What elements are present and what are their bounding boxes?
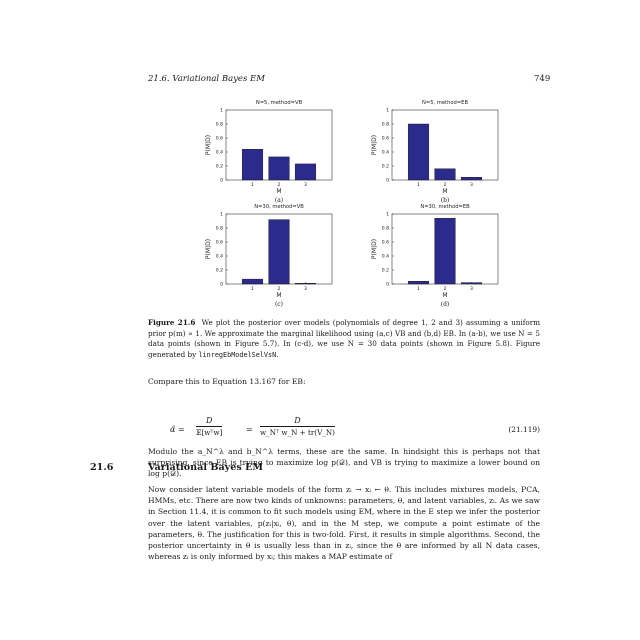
x-tick-label: 1 xyxy=(251,182,254,188)
y-tick-label: 0.8 xyxy=(382,122,389,128)
chart-title: N=30, method=VB xyxy=(254,204,304,210)
panel-label: (a) xyxy=(275,197,283,204)
panel-label: (d) xyxy=(441,301,450,308)
chart-panel-d: N=30, method=EB 0 0.2 0.4 0.6 0.8 1 1 2 3 M P(M|D) (… xyxy=(371,204,499,308)
figure-caption: Figure 21.6 We plot the posterior over m… xyxy=(148,318,540,360)
y-tick-label: 0 xyxy=(220,178,223,184)
x-tick-label: 3 xyxy=(470,182,473,188)
paragraph-compare: Compare this to Equation 13.167 for EB: xyxy=(148,377,306,386)
x-tick-label: 3 xyxy=(304,286,307,292)
x-axis-label: M xyxy=(442,292,447,299)
y-tick-label: 1 xyxy=(220,108,223,114)
chart-title: N=5, method=EB xyxy=(422,100,468,106)
section-number: 21.6 xyxy=(90,462,114,473)
y-tick-label: 1 xyxy=(220,212,223,218)
y-tick-label: 0 xyxy=(386,178,389,184)
y-tick-label: 0.2 xyxy=(382,268,389,274)
y-tick-label: 0 xyxy=(386,282,389,288)
caption-end: . xyxy=(276,349,279,359)
x-axis-label: M xyxy=(276,188,281,195)
bar xyxy=(407,123,430,181)
chart-panel-b: N=5, method=EB 0 0.2 0.4 0.6 0.8 1 1 2 3 M P(M|D) (b… xyxy=(371,100,499,204)
bar xyxy=(268,219,290,285)
y-tick-label: 0.2 xyxy=(382,164,389,170)
equation-equals: = xyxy=(246,425,253,434)
y-tick-label: 0.8 xyxy=(216,122,223,128)
chart-panel-c: N=30, method=VB 0 0.2 0.4 0.6 0.8 1 1 2 3 M P(M|D) (… xyxy=(205,204,333,308)
y-tick-label: 0.4 xyxy=(216,254,223,260)
panel-label: (c) xyxy=(275,301,283,308)
page-number: 749 xyxy=(534,74,551,84)
y-tick-label: 0 xyxy=(220,282,223,288)
y-tick-label: 0.2 xyxy=(216,164,223,170)
x-tick-label: 2 xyxy=(444,286,447,292)
caption-text: We plot the posterior over models (polyn… xyxy=(148,318,541,359)
y-tick-label: 0.8 xyxy=(382,226,389,232)
x-tick-label: 1 xyxy=(251,286,254,292)
caption-code: linregEbModelSelVsN xyxy=(198,350,277,359)
y-tick-label: 1 xyxy=(386,108,389,114)
y-tick-label: 0.6 xyxy=(382,240,389,246)
fraction-1-numerator: D xyxy=(196,416,223,427)
x-tick-label: 2 xyxy=(278,182,281,188)
x-tick-label: 2 xyxy=(444,182,447,188)
equation-21-119: α̂ = D 𝔼[wᵀw] = D w_Nᵀ w_N + tr(V_N) (21… xyxy=(148,416,540,444)
chart-panel-a: N=5, method=VB 0 0.2 0.4 0.6 0.8 1 1 2 3 M P(M|D) (a… xyxy=(205,100,333,204)
x-tick-label: 3 xyxy=(470,286,473,292)
y-axis-label: P(M|D) xyxy=(371,135,378,155)
y-tick-label: 0.6 xyxy=(382,136,389,142)
equation-fraction-1: D 𝔼[wᵀw] xyxy=(196,416,223,437)
y-tick-label: 0.4 xyxy=(382,150,389,156)
y-tick-label: 0.2 xyxy=(216,268,223,274)
x-tick-label: 2 xyxy=(278,286,281,292)
bar xyxy=(268,156,290,181)
panel-label: (b) xyxy=(441,197,450,204)
y-tick-label: 1 xyxy=(386,212,389,218)
section-title: Variational Bayes EM xyxy=(148,462,264,473)
x-tick-label: 1 xyxy=(417,182,420,188)
chart-title: N=30, method=EB xyxy=(420,204,470,210)
equation-fraction-2: D w_Nᵀ w_N + tr(V_N) xyxy=(260,416,335,437)
x-axis-label: M xyxy=(276,292,281,299)
x-axis-label: M xyxy=(442,188,447,195)
bar xyxy=(434,218,456,285)
y-tick-label: 0.4 xyxy=(216,150,223,156)
chart-title: N=5, method=VB xyxy=(256,100,303,106)
bar xyxy=(241,149,264,181)
equation-lhs: α̂ = xyxy=(170,425,185,434)
y-tick-label: 0.6 xyxy=(216,240,223,246)
fraction-2-numerator: D xyxy=(260,416,335,427)
fraction-2-denominator: w_Nᵀ w_N + tr(V_N) xyxy=(260,428,335,437)
y-axis-label: P(M|D) xyxy=(205,135,212,155)
fraction-1-denominator: 𝔼[wᵀw] xyxy=(196,428,223,437)
caption-label: Figure 21.6 xyxy=(148,318,196,327)
y-axis-label: P(M|D) xyxy=(205,239,212,259)
equation-number: (21.119) xyxy=(508,425,540,434)
running-title: 21.6. Variational Bayes EM xyxy=(148,74,265,84)
paragraph-section: Now consider latent variable models of t… xyxy=(148,485,540,562)
y-axis-label: P(M|D) xyxy=(371,239,378,259)
x-tick-label: 3 xyxy=(304,182,307,188)
x-tick-label: 1 xyxy=(417,286,420,292)
y-tick-label: 0.8 xyxy=(216,226,223,232)
y-tick-label: 0.4 xyxy=(382,254,389,260)
y-tick-label: 0.6 xyxy=(216,136,223,142)
bar xyxy=(294,163,317,181)
paragraph-modulo: Modulo the a_N^λ and b_N^λ terms, these … xyxy=(148,447,540,479)
